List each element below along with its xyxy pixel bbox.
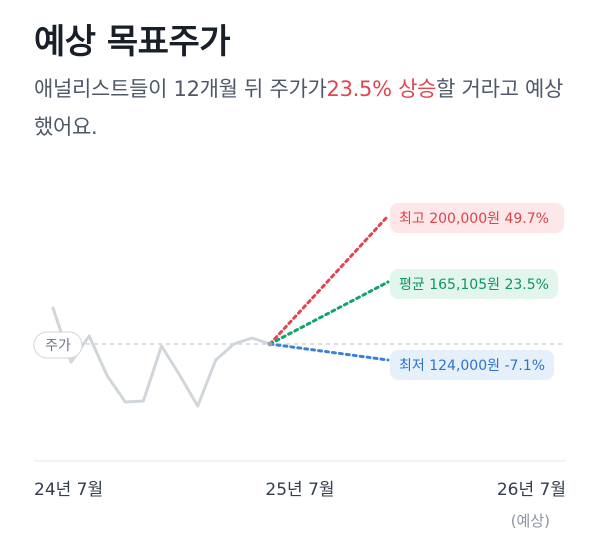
current-price-tag-bg (33, 331, 83, 359)
target-line-low (268, 342, 390, 362)
description-highlight: 23.5% 상승 (326, 77, 437, 101)
target-line-avg (268, 280, 390, 346)
target-badge-low-bg (390, 350, 554, 380)
target-avg-pct: 23.5% (504, 277, 548, 293)
description: 애널리스트들이 12개월 뒤 주가가23.5% 상승할 거라고 예상했어요. (34, 70, 574, 146)
target-badge-high-text: 최고 200,000원 49.7% (399, 211, 549, 227)
x-tick-sublabel: (예상) (511, 512, 550, 530)
target-high-label: 최고 (399, 211, 425, 227)
current-price-tag: 주가 (33, 331, 83, 359)
target-high-pct: 49.7% (504, 211, 548, 227)
description-text-end: 할 거라고 예상했어요. (34, 77, 564, 139)
target-badge-low-text: 최저 124,000원 -7.1% (399, 358, 545, 374)
target-avg-label: 평균 (399, 277, 425, 293)
target-badge-avg: 평균 165,105원 23.5% (390, 269, 558, 299)
target-badge-high-bg (390, 203, 564, 233)
price-series-line (51, 306, 272, 408)
current-price-label: 주가 (45, 338, 71, 354)
target-avg-price: 165,105원 (429, 277, 500, 293)
target-line-high (268, 214, 390, 346)
target-low-label: 최저 (399, 358, 425, 374)
x-tick-label: 24년 7월 (34, 480, 103, 500)
target-badge-avg-bg (390, 269, 558, 299)
target-badge-avg-text: 평균 165,105원 23.5% (399, 277, 549, 293)
x-tick-label: 26년 7월 (497, 480, 566, 500)
target-low-price: 124,000원 (429, 358, 500, 374)
description-text: 애널리스트들이 12개월 뒤 주가가 (34, 77, 327, 101)
target-badge-high: 최고 200,000원 49.7% (390, 203, 564, 233)
page-title: 예상 목표주가 (34, 22, 231, 62)
current-price-point (267, 341, 273, 347)
target-badge-low: 최저 124,000원 -7.1% (390, 350, 554, 380)
target-high-price: 200,000원 (429, 211, 500, 227)
x-tick-label: 25년 7월 (265, 480, 334, 500)
target-low-pct: -7.1% (504, 358, 545, 374)
